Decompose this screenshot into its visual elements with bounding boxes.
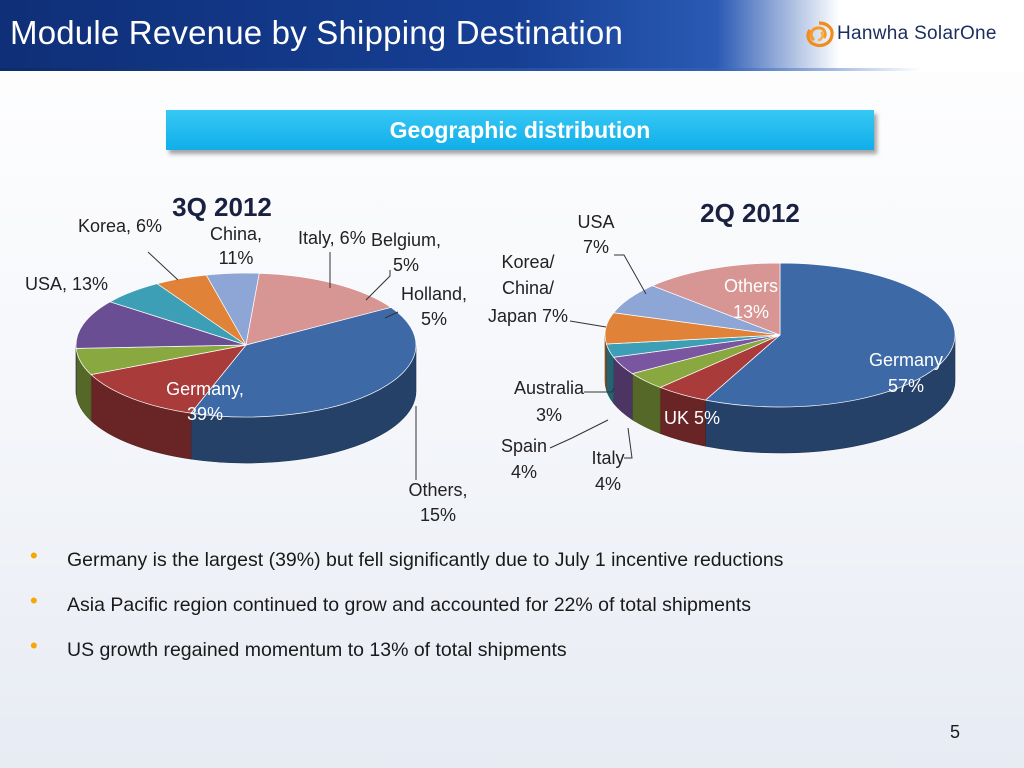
data-label-others: 15% bbox=[420, 505, 456, 525]
page-title: Module Revenue by Shipping Destination bbox=[10, 14, 623, 51]
pie-slice-others bbox=[651, 262, 781, 336]
leader-line-asia bbox=[569, 320, 607, 328]
bullet-dot-icon: • bbox=[30, 588, 38, 613]
data-label-holland: Holland, bbox=[401, 284, 467, 304]
pie-slice-germany bbox=[704, 262, 956, 408]
data-label-others: 13% bbox=[733, 302, 769, 322]
data-label-germany: 57% bbox=[888, 376, 924, 396]
data-label-holland: 5% bbox=[421, 309, 447, 329]
data-label-germany: Germany, bbox=[166, 379, 244, 399]
data-label-spain: 4% bbox=[511, 462, 537, 482]
leader-line-holland bbox=[384, 311, 399, 319]
pie-slice-usa bbox=[90, 344, 247, 414]
data-label-usa: 7% bbox=[583, 237, 609, 257]
bullet-text: Asia Pacific region continued to grow an… bbox=[67, 594, 751, 616]
data-label-germany: 39% bbox=[187, 404, 223, 424]
pie-slice-germany bbox=[190, 306, 417, 418]
logo-text: Hanwha SolarOne bbox=[837, 23, 997, 44]
data-label-italy: Italy bbox=[591, 448, 624, 468]
pie-chart-2q-2012 bbox=[604, 262, 956, 454]
bullet-text: US growth regained momentum to 13% of to… bbox=[67, 639, 567, 661]
data-label-italy: 4% bbox=[595, 474, 621, 494]
data-label-usa: USA bbox=[577, 212, 614, 232]
data-label-belgium: Belgium, bbox=[371, 230, 441, 250]
bullet-item: • Germany is the largest (39%) but fell … bbox=[30, 543, 990, 590]
leader-line-usa bbox=[614, 254, 647, 295]
pie-charts: 3Q 2012 2Q 2012 Germany, 39% USA, 13% Korea, … bbox=[25, 192, 956, 525]
data-label-others: Others, bbox=[408, 480, 467, 500]
chart-title-3q-2012: 3Q 2012 bbox=[172, 192, 272, 222]
data-label-uk: UK 5% bbox=[664, 408, 720, 428]
logo: Hanwha SolarOne bbox=[800, 20, 1020, 60]
pie-slice-others bbox=[245, 272, 392, 346]
data-label-usa: USA, 13% bbox=[25, 274, 108, 294]
leader-line-spain bbox=[549, 419, 609, 449]
data-label-korea-china-japan: Japan 7% bbox=[488, 306, 568, 326]
data-label-korea-china-japan: China/ bbox=[502, 278, 554, 298]
logo-swirl-icon bbox=[806, 21, 834, 48]
data-label-australia: 3% bbox=[536, 405, 562, 425]
data-label-germany: Germany bbox=[869, 350, 943, 370]
bullet-dot-icon: • bbox=[30, 633, 38, 658]
bullet-item: • US growth regained momentum to 13% of … bbox=[30, 633, 990, 680]
bullet-list: • Germany is the largest (39%) but fell … bbox=[30, 543, 990, 680]
data-label-italy: Italy, 6% bbox=[298, 228, 366, 248]
bullet-text: Germany is the largest (39%) but fell si… bbox=[67, 549, 784, 571]
data-label-belgium: 5% bbox=[393, 255, 419, 275]
pie-slice-china bbox=[75, 301, 247, 349]
chart-labels: 3Q 2012 2Q 2012 Germany, 39% USA, 13% Korea, … bbox=[25, 192, 943, 525]
bullet-item: • Asia Pacific region continued to grow … bbox=[30, 588, 990, 635]
pie-chart-3q-2012 bbox=[75, 272, 417, 464]
data-label-china: China, bbox=[210, 224, 262, 244]
bullet-dot-icon: • bbox=[30, 543, 38, 568]
header-bar bbox=[0, 0, 1024, 68]
leader-line-belgium bbox=[365, 270, 391, 301]
geographic-distribution-banner: Geographic distribution bbox=[166, 110, 874, 150]
data-label-china: 11% bbox=[219, 248, 254, 268]
chart-title-2q-2012: 2Q 2012 bbox=[700, 198, 800, 228]
leader-line-korea bbox=[147, 251, 179, 281]
data-label-korea-china-japan: Korea/ bbox=[501, 252, 554, 272]
data-label-others: Others bbox=[724, 276, 778, 296]
data-label-australia: Australia bbox=[514, 378, 585, 398]
data-label-korea: Korea, 6% bbox=[78, 216, 162, 236]
page-number: 5 bbox=[950, 722, 961, 742]
leader-line-italy-2q bbox=[624, 427, 633, 459]
leader-line-australia bbox=[584, 387, 615, 393]
data-label-spain: Spain bbox=[501, 436, 547, 456]
header-divider bbox=[0, 68, 1024, 71]
